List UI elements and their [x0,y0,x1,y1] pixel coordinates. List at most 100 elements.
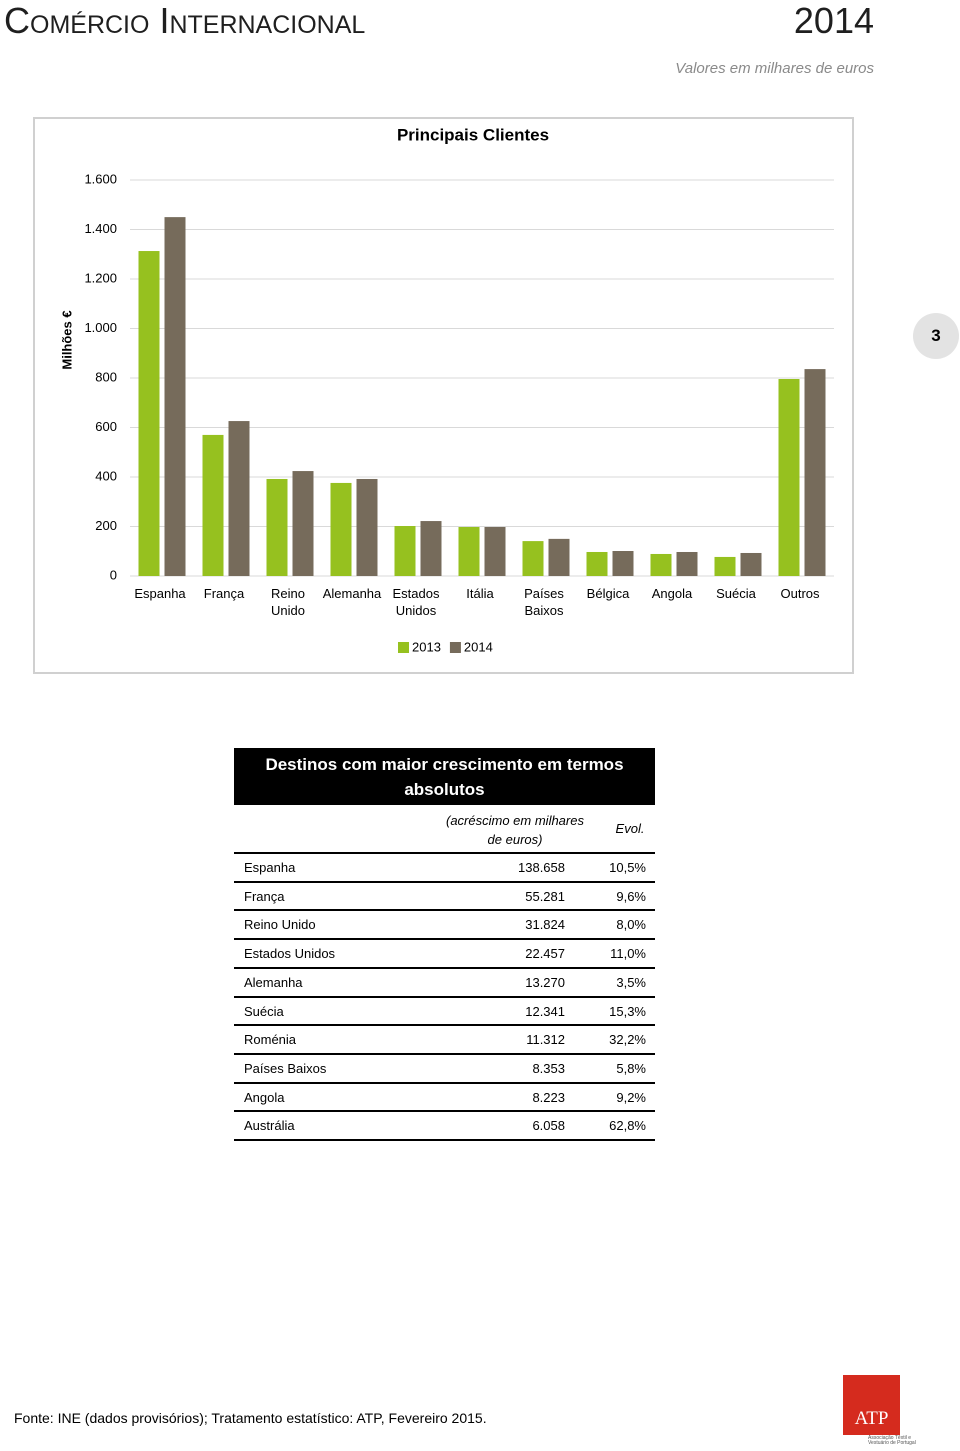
bar [164,217,186,576]
bar [458,526,480,576]
row-label: Países Baixos [244,1060,327,1076]
row-value: 22.457 [525,946,565,962]
bar [522,541,544,576]
y-tick-label: 1.400 [84,221,117,236]
x-tick-label: Espanha [134,586,186,601]
x-tick-label: Estados Unidos [392,586,440,618]
x-tick-label: Outros [780,586,820,601]
bar [548,538,570,576]
row-evol: 10,5% [609,860,646,875]
row-evol: 8,0% [616,917,646,933]
x-tick-label: Alemanha [322,586,382,601]
page-number: 3 [913,313,959,359]
row-label: Austrália [244,1118,295,1134]
chart-frame: Principais Clientes Milhões € 0 200 400 600… [33,117,854,674]
logo-text: ATP [854,1408,889,1429]
y-tick-label: 0 [110,567,117,582]
y-tick-label: 1.600 [84,171,117,186]
table-rule [234,995,655,998]
legend-swatch [449,642,461,653]
chart: Principais Clientes Milhões € 0 200 400 600… [59,125,834,654]
page-title: Comércio Internacional [4,0,366,41]
y-axis-label: Milhões € [59,310,74,369]
bar [202,434,224,576]
bar [330,482,352,576]
chart-title: Principais Clientes [397,125,549,144]
row-evol: 32,2% [609,1032,646,1048]
y-tick-label: 200 [95,518,117,533]
row-value: 11.312 [526,1032,565,1048]
row-value: 8.353 [532,1060,565,1076]
legend-label: 2014 [464,639,493,654]
bar [804,369,826,576]
x-tick-label: Itália [466,586,494,601]
table-title: Destinos com maior crescimento em termos… [234,748,655,805]
bar [292,471,314,576]
x-tick-label: Suécia [716,586,756,601]
row-evol: 3,5% [616,974,646,990]
row-evol: 62,8% [609,1118,646,1134]
table-rule [234,1110,655,1113]
row-label: França [244,888,285,904]
row-value: 6.058 [532,1118,565,1134]
row-label: Roménia [244,1032,297,1048]
y-tick-label: 400 [95,468,117,483]
logo [843,1375,900,1435]
x-tick-label: Países Baixos [524,586,564,618]
row-value: 12.341 [525,1003,565,1019]
row-evol: 9,6% [616,888,646,904]
row-label: Estados Unidos [244,946,336,962]
y-tick-label: 600 [95,419,117,434]
bar [714,556,736,576]
row-evol: 9,2% [616,1089,646,1105]
x-tick-label: Bélgica [586,586,630,601]
row-label: Suécia [244,1003,284,1019]
table-rule [234,909,655,912]
row-value: 55.281 [525,888,565,904]
table-rule [234,1052,655,1055]
table-rule [234,1139,655,1141]
bar [586,551,608,576]
bar [228,421,250,576]
bar [740,552,762,576]
bar [138,251,160,576]
table-rule [234,966,655,969]
bar [266,478,288,576]
row-evol: 5,8% [616,1060,646,1076]
table-rule [234,880,655,883]
row-value: 31.824 [525,917,565,933]
bar [394,526,416,576]
logo-caption: Associação Têxtil e Vestuário de Portuga… [868,1435,916,1446]
x-tick-label: Reino Unido [271,586,305,618]
page-year: 2014 [793,0,874,41]
y-tick-label: 1.200 [84,270,117,285]
y-tick-label: 1.000 [84,320,117,335]
legend-swatch [398,642,409,653]
y-tick-label: 800 [95,369,117,384]
row-label: Reino Unido [244,917,316,933]
row-value: 8.223 [532,1089,565,1105]
row-label: Angola [244,1089,285,1105]
table-rule [234,1024,655,1027]
x-tick-label: Angola [651,586,693,601]
bar [650,553,672,576]
bar [778,378,800,576]
bar [676,551,698,576]
column-header: (acréscimo em milhares de euros) [446,813,584,847]
bar [484,526,506,576]
legend-label: 2013 [412,639,441,654]
row-evol: 15,3% [609,1003,646,1019]
x-tick-label: França [203,586,245,601]
bar [612,551,634,576]
column-header: Evol. [615,821,645,836]
bar [356,478,378,576]
row-evol: 11,0% [610,946,646,962]
row-value: 13.270 [525,974,565,990]
bar [420,521,442,576]
row-label: Espanha [244,860,296,875]
footer: Fonte: INE (dados provisórios); Tratamen… [14,1410,487,1426]
table-rule [234,938,655,941]
row-value: 138.658 [518,860,565,875]
row-label: Alemanha [244,974,303,990]
